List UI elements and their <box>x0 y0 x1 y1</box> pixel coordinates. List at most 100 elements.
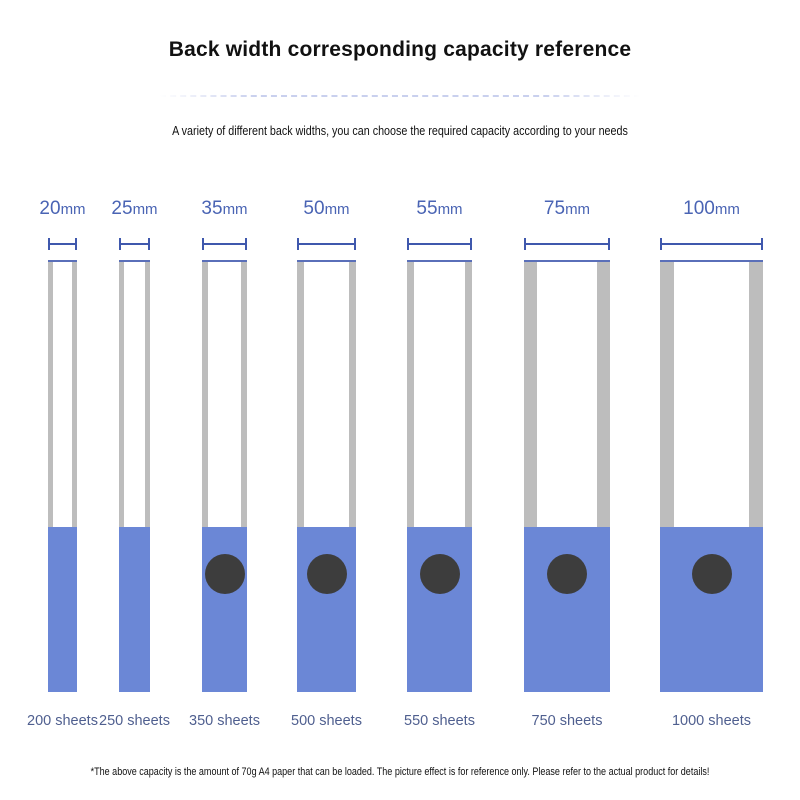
back-width-label: 100mm <box>620 198 800 220</box>
binder-spine <box>660 260 763 692</box>
dimension-tick <box>660 238 662 250</box>
spine-top-edge <box>407 260 472 262</box>
spine-wall <box>145 260 150 527</box>
finger-hole-icon <box>306 554 347 594</box>
back-width-value: 100 <box>683 198 715 219</box>
binder-100mm: 100mm 1000 sheets <box>660 0 763 800</box>
spine-wall <box>297 260 304 527</box>
back-width-unit: mm <box>437 201 463 218</box>
binder-35mm: 35mm 350 sheets <box>189 0 260 800</box>
sheet-capacity-label: 1000 sheets <box>671 713 751 729</box>
dimension-tick <box>75 238 77 250</box>
back-width-unit: mm <box>565 201 591 218</box>
spine-label-panel <box>202 527 247 692</box>
dimension-tick <box>608 238 610 250</box>
dimension-tick <box>407 238 409 250</box>
dimension-line <box>297 243 356 245</box>
spine-wall <box>48 260 53 527</box>
back-width-unit: mm <box>324 201 350 218</box>
finger-hole-icon <box>419 554 460 594</box>
dimension-tick <box>202 238 204 250</box>
dimension-tick <box>245 238 247 250</box>
dimension-line <box>524 243 610 245</box>
back-width-unit: mm <box>60 201 86 218</box>
back-width-unit: mm <box>132 201 158 218</box>
spine-top-edge <box>660 260 763 262</box>
binder-spine <box>297 260 356 692</box>
dimension-tick <box>470 238 472 250</box>
spine-label-panel <box>119 527 150 692</box>
spine-top-edge <box>297 260 356 262</box>
spine-wall <box>660 260 674 527</box>
spine-wall <box>119 260 124 527</box>
spine-wall <box>407 260 414 527</box>
sheet-capacity-label: 200 sheets <box>27 713 98 729</box>
spine-label-panel <box>660 527 763 692</box>
back-width-label: 75mm <box>484 198 650 220</box>
back-width-value: 20 <box>39 198 61 219</box>
back-width-label: 20mm <box>8 198 117 220</box>
spine-wall <box>597 260 610 527</box>
binder-spine <box>48 260 77 692</box>
spine-top-edge <box>48 260 77 262</box>
sheet-capacity-label: 500 sheets <box>291 713 362 729</box>
back-width-label: 50mm <box>257 198 396 220</box>
spine-wall <box>465 260 472 527</box>
spine-label-panel <box>407 527 472 692</box>
spine-wall <box>524 260 537 527</box>
spine-label-panel <box>48 527 77 692</box>
binder-75mm: 75mm 750 sheets <box>524 0 610 800</box>
back-width-value: 25 <box>111 198 133 219</box>
spine-top-edge <box>202 260 247 262</box>
sheet-capacity-label: 250 sheets <box>99 713 170 729</box>
back-width-value: 75 <box>543 198 566 219</box>
dimension-tick <box>119 238 121 250</box>
dimension-line <box>119 243 150 245</box>
dimension-tick <box>761 238 763 250</box>
spine-label-panel <box>524 527 610 692</box>
binder-spine <box>407 260 472 692</box>
dimension-tick <box>354 238 356 250</box>
binder-spine <box>119 260 150 692</box>
back-width-unit: mm <box>714 201 740 218</box>
dimension-tick <box>524 238 526 250</box>
dimension-tick <box>297 238 299 250</box>
back-width-value: 55 <box>416 198 438 219</box>
dimension-line <box>202 243 247 245</box>
binder-20mm: 20mm 200 sheets <box>27 0 98 800</box>
spine-wall <box>749 260 763 527</box>
spine-wall <box>202 260 208 527</box>
page-subtitle: A variety of different back widths, you … <box>172 124 628 138</box>
finger-hole-icon <box>691 554 732 594</box>
dimension-line <box>48 243 77 245</box>
finger-hole-icon <box>204 554 245 594</box>
binder-spine <box>524 260 610 692</box>
binder-spine <box>202 260 247 692</box>
back-width-value: 50 <box>303 198 325 219</box>
spine-wall <box>72 260 77 527</box>
sheet-capacity-label: 350 sheets <box>189 713 260 729</box>
sheet-capacity-label: 750 sheets <box>531 713 603 729</box>
page-title: Back width corresponding capacity refere… <box>168 38 632 61</box>
back-width-value: 35 <box>201 198 223 219</box>
sheet-capacity-label: 550 sheets <box>404 713 475 729</box>
spine-label-panel <box>297 527 356 692</box>
spine-top-edge <box>119 260 150 262</box>
dimension-line <box>660 243 763 245</box>
binder-55mm: 55mm 550 sheets <box>404 0 475 800</box>
spine-top-edge <box>524 260 610 262</box>
dimension-tick <box>148 238 150 250</box>
title-divider-fade <box>160 93 640 99</box>
dimension-tick <box>48 238 50 250</box>
finger-hole-icon <box>547 554 587 594</box>
spine-wall <box>349 260 356 527</box>
back-width-label: 55mm <box>367 198 512 220</box>
back-width-label: 25mm <box>79 198 190 220</box>
binder-50mm: 50mm 500 sheets <box>291 0 362 800</box>
binder-25mm: 25mm 250 sheets <box>99 0 170 800</box>
back-width-unit: mm <box>222 201 248 218</box>
back-width-label: 35mm <box>162 198 287 220</box>
spine-wall <box>241 260 247 527</box>
dimension-line <box>407 243 472 245</box>
capacity-footnote: *The above capacity is the amount of 70g… <box>90 766 710 778</box>
